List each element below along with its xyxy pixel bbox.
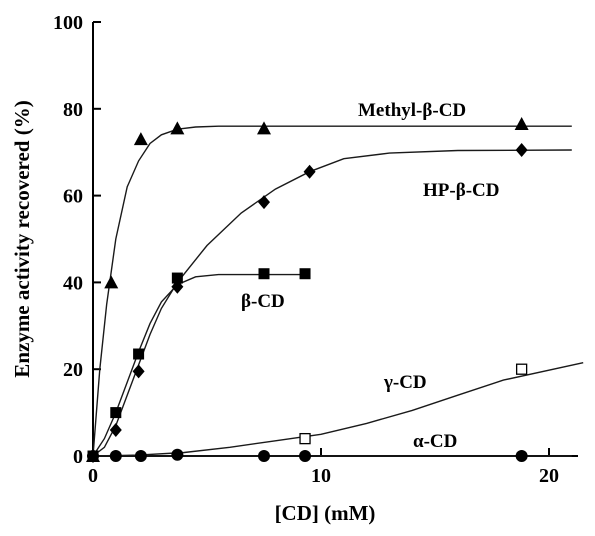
curve-hp-beta-cd: [92, 149, 572, 457]
data-point-methyl-beta-cd: [104, 275, 119, 289]
data-point-beta-cd: [110, 407, 122, 419]
data-point-methyl-beta-cd: [514, 116, 529, 130]
data-point-gamma-cd: [299, 432, 311, 445]
series-label-methyl-beta-cd: Methyl-β-CD: [358, 100, 466, 121]
data-point-beta-cd: [171, 272, 183, 284]
data-point-alpha-cd: [299, 450, 312, 462]
data-point-alpha-cd: [515, 450, 528, 462]
data-point-beta-cd: [258, 268, 270, 280]
series-label-beta-cd: β-CD: [241, 291, 285, 312]
data-point-hp-beta-cd: [303, 164, 316, 179]
data-point-beta-cd: [299, 268, 311, 280]
data-point-gamma-cd: [515, 363, 528, 375]
data-point-methyl-beta-cd: [133, 132, 148, 146]
x-tick-label: 10: [311, 465, 331, 487]
y-tick-label: 100: [53, 12, 83, 34]
curve-methyl-beta-cd: [92, 125, 572, 457]
series-label-alpha-cd: α-CD: [413, 431, 457, 452]
y-tick-label: 80: [63, 99, 83, 121]
series-label-hp-beta-cd: HP-β-CD: [423, 180, 500, 201]
y-tick-label: 0: [73, 446, 83, 468]
y-tick-label: 20: [63, 359, 83, 381]
y-axis-title: Enzyme activity recovered (%): [10, 100, 34, 377]
data-point-hp-beta-cd: [132, 364, 145, 379]
data-point-alpha-cd: [87, 450, 99, 462]
x-axis-title: [CD] (mM): [275, 501, 376, 525]
data-point-methyl-beta-cd: [170, 121, 185, 135]
x-tick-label: 20: [539, 465, 559, 487]
data-point-hp-beta-cd: [515, 143, 528, 158]
curve-beta-cd: [92, 273, 305, 457]
fit-curves: [92, 125, 584, 457]
series-label-gamma-cd: γ-CD: [383, 372, 427, 393]
ticks: 0 20 40 60 80 100 0 10 20: [53, 12, 559, 487]
data-point-alpha-cd: [171, 448, 184, 461]
data-point-methyl-beta-cd: [257, 121, 271, 135]
y-tick-label: 40: [63, 272, 83, 294]
data-point-alpha-cd: [134, 450, 147, 462]
axes: [92, 22, 578, 457]
data-point-beta-cd: [133, 348, 145, 360]
x-tick-label: 0: [88, 465, 98, 487]
data-point-hp-beta-cd: [258, 195, 270, 210]
data-point-alpha-cd: [109, 450, 122, 462]
data-point-alpha-cd: [258, 450, 270, 462]
curve-gamma-cd: [92, 362, 584, 457]
y-tick-label: 60: [63, 186, 83, 208]
data-point-hp-beta-cd: [109, 422, 122, 437]
data-markers: [86, 116, 529, 463]
